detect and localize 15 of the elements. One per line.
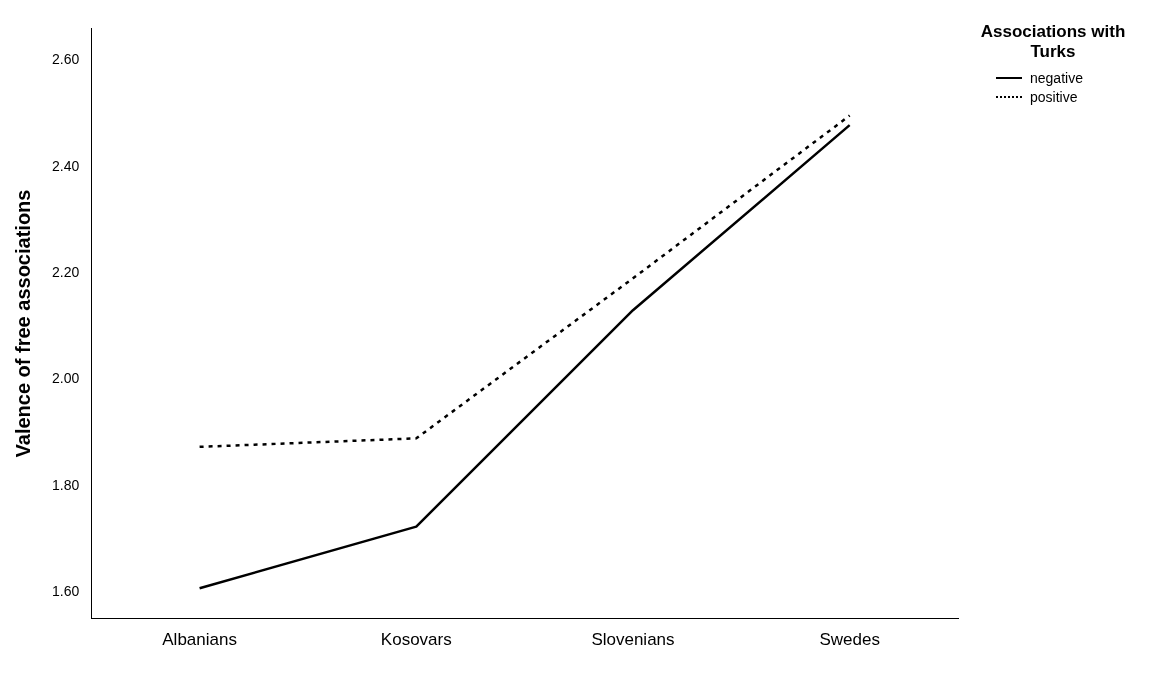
- x-tick-label: Slovenians: [591, 630, 675, 650]
- y-tick-label: 1.60: [52, 582, 80, 599]
- x-tick-label: Kosovars: [380, 630, 452, 650]
- x-tick-label: Albanians: [162, 630, 237, 650]
- y-tick-label: 1.80: [52, 476, 80, 493]
- y-tick-label: 2.20: [52, 263, 80, 280]
- legend-label: positive: [1030, 89, 1078, 105]
- y-axis-title: Valence of free associations: [11, 189, 34, 458]
- y-tick-label: 2.60: [52, 51, 80, 68]
- x-tick-label: Swedes: [819, 630, 880, 650]
- legend-label: negative: [1030, 70, 1083, 86]
- y-tick-label: 2.00: [52, 370, 80, 387]
- legend-title: Associations with Turks: [979, 22, 1127, 62]
- line-series: [198, 114, 851, 449]
- y-tick-label: 2.40: [52, 157, 80, 174]
